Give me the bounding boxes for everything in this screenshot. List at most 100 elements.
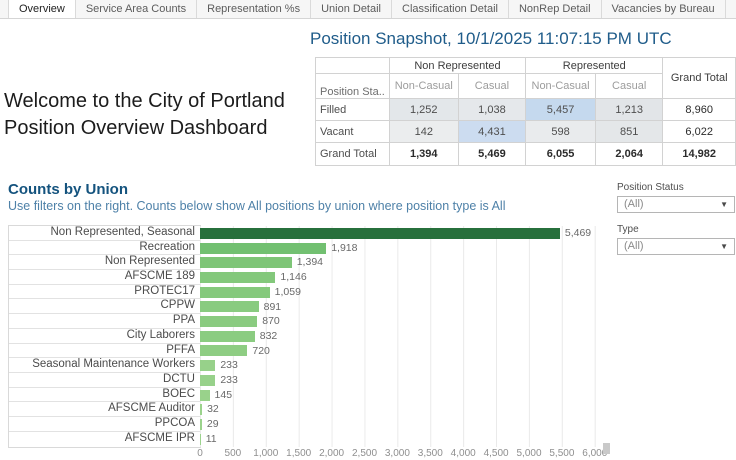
bar-cppw[interactable] bbox=[200, 301, 259, 313]
table-cell: 1,038 bbox=[457, 98, 527, 121]
x-axis-tick-label: 1,000 bbox=[253, 447, 279, 459]
bar-ppa[interactable] bbox=[200, 316, 258, 327]
grand-total-cell: 8,960 bbox=[662, 98, 736, 121]
bar-afscme-ipr[interactable] bbox=[200, 433, 201, 445]
bar-value-label: 11 bbox=[205, 432, 217, 445]
tab-service-area-counts[interactable]: Service Area Counts bbox=[76, 0, 198, 18]
counts-by-union-heading: Counts by Union bbox=[8, 181, 128, 198]
x-axis-tick-label: 3,000 bbox=[384, 447, 410, 459]
chart-plot-area: 5,469 1,918 1,394 1,146 1,059 891 870 832 720 233… bbox=[200, 226, 600, 447]
welcome-line-1: Welcome to the City of Portland bbox=[4, 90, 285, 112]
bar-dctu[interactable] bbox=[200, 374, 216, 386]
chevron-down-icon: ▼ bbox=[720, 200, 728, 209]
bar-label-recreation[interactable]: Recreation bbox=[9, 241, 200, 256]
bar-value-label: 233 bbox=[220, 374, 238, 386]
bar-label-non-represented-seasonal[interactable]: Non Represented, Seasonal bbox=[9, 226, 200, 241]
x-axis-tick-label: 1,500 bbox=[286, 447, 312, 459]
bar-label-seasonal-maintenance-workers[interactable]: Seasonal Maintenance Workers bbox=[9, 358, 200, 373]
x-axis-tick-label: 5,000 bbox=[516, 447, 542, 459]
tab-union-detail[interactable]: Union Detail bbox=[311, 0, 392, 18]
tab-vacancies-by-bureau[interactable]: Vacancies by Bureau bbox=[602, 0, 726, 18]
position-status-dropdown[interactable]: (All) ▼ bbox=[617, 196, 735, 213]
bar-label-city-laborers[interactable]: City Laborers bbox=[9, 329, 200, 344]
table-row-vacant: Vacant 142 4,431 598 851 6,022 bbox=[315, 120, 736, 143]
bar-label-ppcoa[interactable]: PPCOA bbox=[9, 417, 200, 432]
position-status-dropdown-value: (All) bbox=[624, 198, 644, 210]
subheader-casual-1: Casual bbox=[457, 73, 527, 99]
bar-label-afscme-auditor[interactable]: AFSCME Auditor bbox=[9, 402, 200, 417]
filter-position-status: Position Status (All) ▼ bbox=[617, 182, 735, 213]
position-status-filter-label: Position Status bbox=[617, 182, 684, 193]
table-row-grand-total: Grand Total 1,394 5,469 6,055 2,064 14,982 bbox=[315, 142, 736, 166]
tab-nonrep-detail[interactable]: NonRep Detail bbox=[509, 0, 602, 18]
bar-value-label: 233 bbox=[220, 359, 238, 372]
scrollbar-thumb[interactable] bbox=[603, 443, 610, 454]
grand-total-cell: 6,022 bbox=[662, 120, 736, 143]
type-dropdown-value: (All) bbox=[624, 240, 644, 252]
x-axis-tick-label: 2,000 bbox=[319, 447, 345, 459]
bar-value-label: 1,918 bbox=[331, 241, 358, 254]
column-group-non-represented: Non Represented bbox=[388, 57, 527, 74]
chart-category-labels: Non Represented, Seasonal Recreation Non R… bbox=[8, 225, 201, 448]
bar-value-label: 870 bbox=[262, 315, 280, 328]
bar-value-label: 832 bbox=[259, 329, 278, 342]
x-axis-tick-label: 0 bbox=[197, 447, 203, 459]
bar-ppcoa[interactable] bbox=[200, 418, 202, 430]
table-cell: 5,457 bbox=[525, 98, 596, 121]
subheader-noncasual-1: Non-Casual bbox=[388, 73, 459, 99]
bar-recreation[interactable] bbox=[200, 242, 327, 254]
bar-non-represented-seasonal[interactable] bbox=[200, 227, 560, 239]
welcome-line-2: Position Overview Dashboard bbox=[4, 117, 268, 139]
bar-boec[interactable] bbox=[200, 389, 210, 401]
type-dropdown[interactable]: (All) ▼ bbox=[617, 238, 735, 255]
position-snapshot-table: Non Represented Represented Grand Total … bbox=[315, 57, 736, 166]
x-axis-tick-label: 5,500 bbox=[549, 447, 575, 459]
x-axis-tick-label: 2,500 bbox=[351, 447, 378, 459]
subheader-noncasual-2: Non-Casual bbox=[525, 73, 596, 99]
bar-label-dctu[interactable]: DCTU bbox=[9, 373, 200, 388]
bar-label-pffa[interactable]: PFFA bbox=[9, 344, 200, 359]
table-cell: 2,064 bbox=[594, 142, 664, 166]
bar-value-label: 1,394 bbox=[296, 256, 323, 269]
tab-classification-detail[interactable]: Classification Detail bbox=[392, 0, 509, 18]
bar-label-non-represented[interactable]: Non Represented bbox=[9, 255, 200, 271]
tab-overview[interactable]: Overview bbox=[9, 0, 76, 19]
column-group-represented: Represented bbox=[525, 57, 664, 74]
bar-label-afscme-ipr[interactable]: AFSCME IPR bbox=[124, 431, 195, 444]
tab-representation-s[interactable]: Representation %s bbox=[197, 0, 312, 18]
table-cell: 1,394 bbox=[388, 142, 459, 166]
table-cell: 598 bbox=[525, 120, 596, 143]
position-snapshot-title: Position Snapshot, 10/1/2025 11:07:15 PM… bbox=[310, 29, 672, 48]
bar-value-label: 720 bbox=[252, 344, 270, 357]
x-axis-tick-label: 500 bbox=[224, 447, 242, 459]
bar-afscme-189[interactable] bbox=[200, 271, 276, 283]
bar-label-protec17[interactable]: PROTEC17 bbox=[9, 285, 200, 300]
row-label: Vacant bbox=[315, 120, 390, 143]
dashboard-welcome-title: Welcome to the City of Portland Position… bbox=[4, 88, 316, 142]
grand-total-cell: 14,982 bbox=[662, 142, 736, 166]
x-axis-tick-label: 6,000 bbox=[582, 447, 608, 459]
type-filter-label: Type bbox=[617, 224, 639, 235]
corner-cell bbox=[315, 57, 390, 74]
bar-value-label: 5,469 bbox=[564, 227, 592, 239]
bar-label-ppa[interactable]: PPA bbox=[9, 314, 200, 329]
bar-pffa[interactable] bbox=[200, 345, 248, 357]
table-cell: 851 bbox=[594, 120, 664, 143]
bar-seasonal-maintenance-workers[interactable] bbox=[200, 360, 216, 372]
bar-label-boec[interactable]: BOEC bbox=[9, 388, 200, 403]
tab-bar-items: Overview Service Area Counts Representatio… bbox=[9, 0, 726, 19]
table-cell: 1,252 bbox=[388, 98, 459, 121]
filter-type: Type (All) ▼ bbox=[617, 224, 735, 255]
bar-label-afscme-189[interactable]: AFSCME 189 bbox=[9, 270, 200, 285]
grand-total-column-header: Grand Total bbox=[662, 57, 736, 99]
bar-protec17[interactable] bbox=[200, 286, 270, 298]
bar-non-represented[interactable] bbox=[200, 257, 292, 269]
chart-x-axis-ticks: 0 500 1,000 1,500 2,000 2,500 3,000 3,500 4,000 4… bbox=[197, 447, 608, 460]
table-row-filled: Filled 1,252 1,038 5,457 1,213 8,960 bbox=[315, 98, 736, 121]
bar-label-cppw[interactable]: CPPW bbox=[9, 299, 200, 315]
bar-afscme-auditor[interactable] bbox=[200, 404, 203, 416]
bar-city-laborers[interactable] bbox=[200, 330, 255, 342]
tab-bar-lead-spacer bbox=[0, 0, 9, 18]
counts-by-union-subtitle: Use filters on the right. Counts below s… bbox=[8, 199, 506, 213]
row-label: Filled bbox=[315, 98, 390, 121]
